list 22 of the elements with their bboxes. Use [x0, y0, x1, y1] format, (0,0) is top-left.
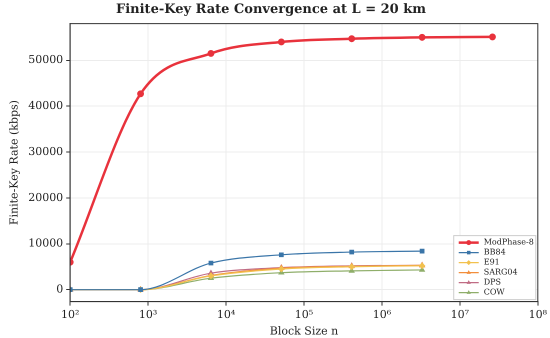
- legend-label: BB84: [484, 248, 506, 257]
- legend-label: COW: [484, 288, 506, 297]
- x-tick-label: 10⁴: [216, 308, 236, 322]
- legend-label: SARG04: [484, 268, 518, 277]
- y-tick-label: 0: [56, 282, 64, 296]
- chart-title: Finite-Key Rate Convergence at L = 20 km: [116, 2, 426, 18]
- x-tick-label: 10⁸: [528, 308, 548, 322]
- y-axis-title: Finite-Key Rate (kbps): [7, 100, 20, 226]
- y-tick-label: 40000: [28, 99, 64, 112]
- x-tick-label: 10⁷: [450, 308, 470, 322]
- y-tick-label: 10000: [28, 236, 64, 250]
- y-tick-label: 20000: [28, 190, 64, 204]
- legend-label: E91: [484, 258, 500, 267]
- x-tick-label: 10³: [138, 308, 158, 322]
- y-tick-label: 50000: [28, 53, 64, 66]
- x-tick-label: 10²: [60, 308, 80, 322]
- y-tick-label: 30000: [28, 144, 64, 158]
- legend-label: DPS: [484, 278, 502, 287]
- x-tick-label: 10⁵: [294, 308, 314, 322]
- legend-label: ModPhase-8: [484, 238, 534, 247]
- x-tick-label: 10⁶: [372, 308, 392, 322]
- x-axis-title: Block Size n: [270, 324, 338, 338]
